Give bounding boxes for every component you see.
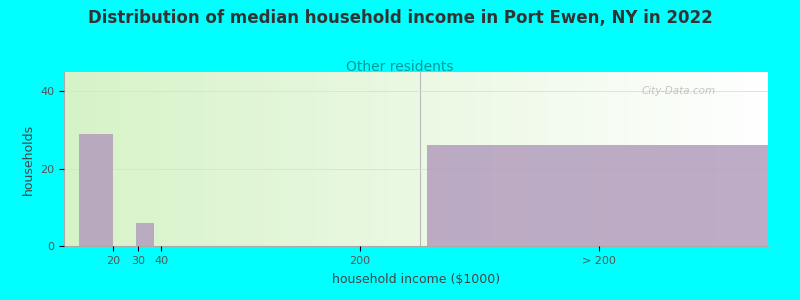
Bar <box>426 146 771 246</box>
Text: Distribution of median household income in Port Ewen, NY in 2022: Distribution of median household income … <box>88 9 712 27</box>
X-axis label: household income ($1000): household income ($1000) <box>332 273 500 286</box>
Y-axis label: households: households <box>22 123 34 195</box>
Bar <box>136 223 154 246</box>
Text: City-Data.com: City-Data.com <box>642 86 715 96</box>
Bar <box>78 134 113 246</box>
Text: Other residents: Other residents <box>346 60 454 74</box>
